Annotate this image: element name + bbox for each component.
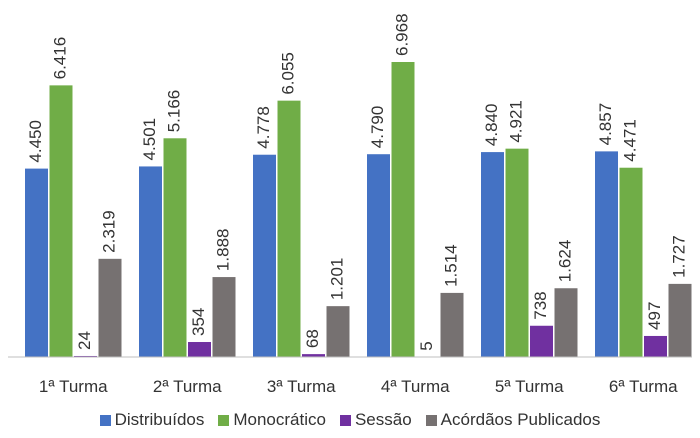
legend-swatch-2	[218, 414, 230, 426]
bar-3-3	[302, 354, 325, 357]
data-label-1-1: 4.450	[26, 120, 45, 163]
data-labels: 4.450 6.416 24 2.319 4.501 5.166 354 1.888 4.778…	[26, 13, 689, 350]
legend-label-3: Sessão	[354, 410, 412, 429]
legend-label-2: Monocrático	[233, 410, 326, 429]
x-axis-tick-labels: 1ª Turma 2ª Turma 3ª Turma 4ª Turma 5ª Turma…	[39, 377, 678, 396]
legend-item-1: Distribuídos	[99, 410, 205, 430]
data-label-1-6: 4.857	[596, 103, 615, 146]
bar-1-3	[253, 154, 276, 357]
data-label-3-3: 68	[303, 329, 322, 348]
bar-2-6	[619, 167, 643, 357]
legend-label-4: Acórdãos Publicados	[440, 410, 601, 429]
legend-item-2: Monocrático	[218, 410, 326, 430]
legend-swatch-4	[425, 414, 437, 426]
data-label-3-1: 24	[75, 331, 94, 350]
data-label-2-5: 4.921	[506, 100, 525, 143]
bar-2-4	[391, 62, 415, 357]
data-label-4-2: 1.888	[213, 229, 232, 272]
data-label-4-3: 1.201	[327, 258, 346, 301]
data-label-4-4: 1.514	[441, 244, 460, 287]
x-tick-label-5: 5ª Turma	[495, 377, 564, 396]
bar-1-5	[481, 152, 504, 357]
bar-4-3	[326, 306, 350, 357]
data-label-1-4: 4.790	[368, 106, 387, 149]
bar-3-1	[74, 355, 97, 357]
bar-3-2	[188, 342, 211, 357]
data-label-3-4: 5	[417, 341, 436, 350]
data-label-4-6: 1.727	[669, 235, 688, 278]
bar-4-1	[98, 258, 122, 357]
data-label-2-3: 6.055	[278, 52, 297, 95]
data-label-3-2: 354	[189, 308, 208, 336]
bar-chart: 4.450 6.416 24 2.319 4.501 5.166 354 1.888 4.778…	[8, 13, 692, 396]
bar-1-2	[139, 166, 162, 357]
data-label-2-6: 4.471	[620, 119, 639, 162]
data-label-1-5: 4.840	[482, 104, 501, 147]
data-label-1-2: 4.501	[140, 118, 159, 161]
data-label-4-5: 1.624	[555, 240, 574, 283]
bar-2-5	[505, 148, 529, 357]
bar-3-6	[644, 335, 667, 357]
legend: Distribuídos Monocrático Sessão Acórdãos Pu…	[0, 410, 700, 430]
bar-1-4	[367, 154, 390, 357]
bar-1-6	[595, 151, 618, 357]
legend-item-3: Sessão	[339, 410, 412, 430]
bar-2-2	[163, 138, 187, 357]
data-label-2-2: 5.166	[164, 90, 183, 133]
bar-4-4	[440, 292, 464, 357]
x-tick-label-6: 6ª Turma	[609, 377, 678, 396]
bar-4-2	[212, 277, 236, 357]
bar-4-5	[554, 288, 578, 357]
bar-1-1	[25, 168, 48, 357]
data-label-3-6: 497	[645, 302, 664, 330]
x-tick-label-1: 1ª Turma	[39, 377, 108, 396]
bar-2-1	[49, 85, 73, 357]
bars	[25, 62, 692, 358]
bar-3-5	[530, 325, 553, 357]
data-label-2-4: 6.968	[392, 13, 411, 56]
x-tick-label-3: 3ª Turma	[267, 377, 336, 396]
legend-swatch-1	[99, 414, 111, 426]
bar-2-3	[277, 100, 301, 357]
data-label-1-3: 4.778	[254, 106, 273, 149]
x-tick-label-2: 2ª Turma	[153, 377, 222, 396]
data-label-2-1: 6.416	[50, 37, 69, 80]
legend-item-4: Acórdãos Publicados	[425, 410, 601, 430]
legend-label-1: Distribuídos	[114, 410, 205, 429]
data-label-3-5: 738	[531, 291, 550, 319]
legend-swatch-3	[339, 414, 351, 426]
x-tick-label-4: 4ª Turma	[381, 377, 450, 396]
data-label-4-1: 2.319	[99, 210, 118, 253]
bar-4-6	[668, 283, 692, 357]
